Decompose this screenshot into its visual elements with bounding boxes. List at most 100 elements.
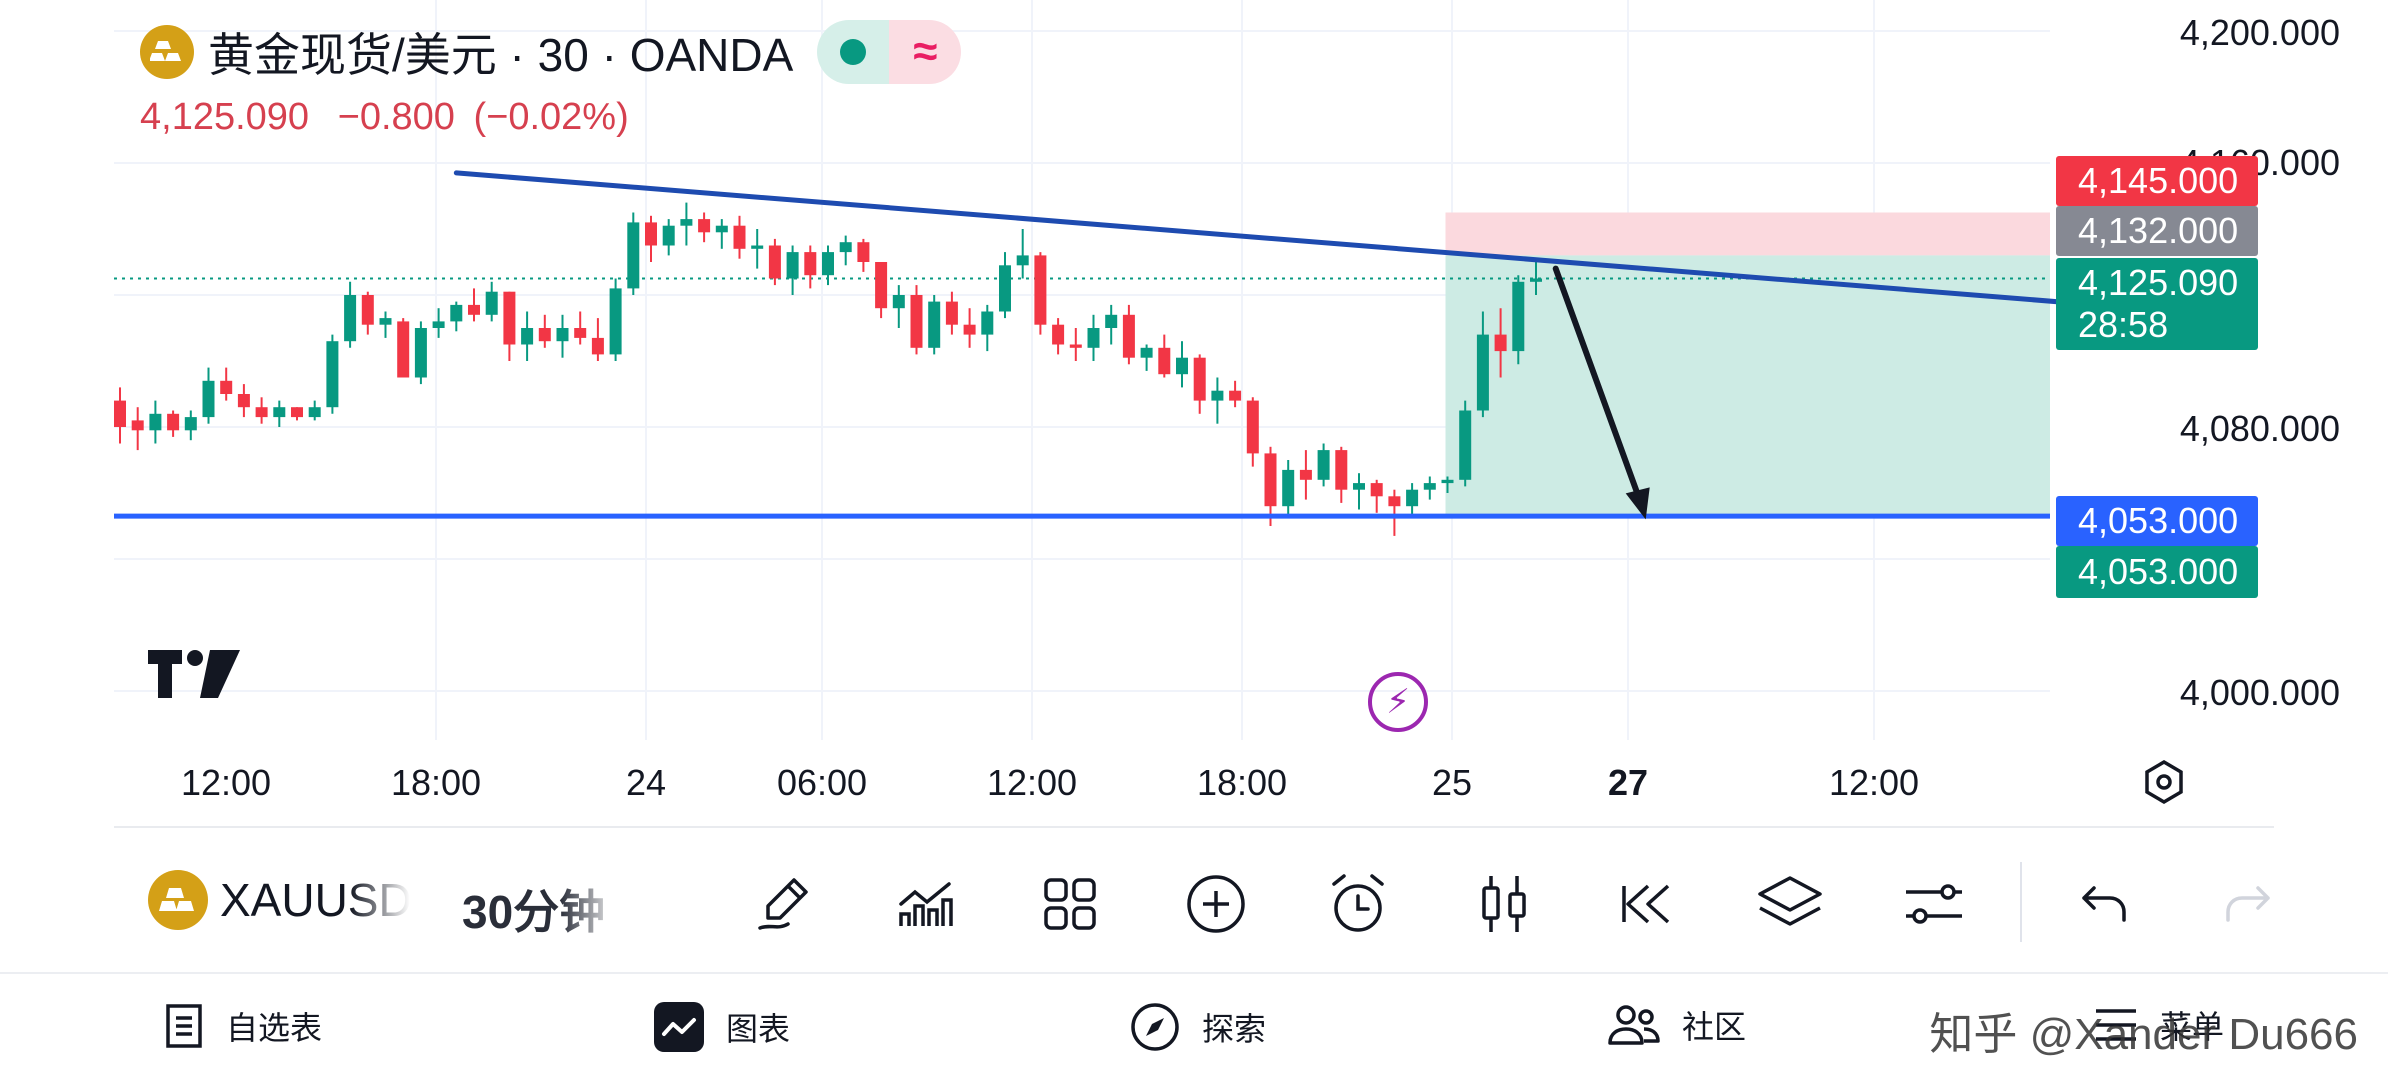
candle-body	[361, 295, 374, 325]
tradingview-logo-icon	[148, 650, 240, 703]
candle	[1512, 275, 1525, 365]
candle	[237, 384, 250, 418]
support-price-tag[interactable]: 4,053.000	[2056, 496, 2258, 546]
undo-button[interactable]	[2068, 868, 2140, 940]
candle-body	[344, 295, 357, 342]
candle	[645, 215, 657, 262]
entry-price-tag[interactable]: 4,132.000	[2056, 206, 2258, 256]
chart-settings-icon[interactable]	[2140, 758, 2188, 811]
candle	[1459, 400, 1472, 487]
time-label: 12:00	[180, 762, 272, 803]
add-button[interactable]	[1180, 868, 1252, 940]
alert-button[interactable]	[1322, 868, 1394, 940]
chart-type-button[interactable]	[1468, 868, 1540, 940]
time-label: 06:00	[776, 762, 868, 803]
draw-button[interactable]	[748, 868, 820, 940]
divider	[114, 826, 2274, 828]
pencil-icon	[758, 878, 808, 930]
candle-body	[184, 417, 197, 431]
candle-body	[768, 245, 781, 279]
candle-body	[662, 225, 675, 246]
candle	[1211, 377, 1224, 424]
candle	[273, 400, 286, 427]
market-status-pill[interactable]: ≈	[817, 20, 962, 84]
candle-body	[1229, 390, 1242, 401]
candle	[1193, 354, 1206, 414]
indicators-button[interactable]	[890, 868, 962, 940]
candle	[981, 304, 994, 352]
nav-community[interactable]: 社区	[1608, 1002, 1746, 1048]
candle	[167, 410, 180, 437]
current-price-tag[interactable]: 4,125.090 28:58	[2056, 258, 2258, 350]
candle	[1494, 308, 1507, 378]
candle	[1530, 262, 1542, 295]
candle-body	[751, 245, 764, 249]
candle	[963, 308, 976, 348]
candle-body	[945, 301, 958, 325]
candle-body	[609, 288, 622, 355]
candle	[715, 219, 728, 249]
candles	[114, 202, 1542, 536]
market-open-icon	[817, 20, 890, 84]
object-tree-button[interactable]	[1754, 868, 1826, 940]
candle	[361, 291, 374, 335]
nav-community-label: 社区	[1682, 1009, 1747, 1045]
candle-body	[485, 291, 498, 315]
replay-button[interactable]	[1610, 868, 1682, 940]
take-profit-zone[interactable]	[1445, 255, 2051, 517]
nav-watchlist[interactable]: 自选表	[164, 1002, 322, 1050]
candle-body	[627, 222, 640, 289]
stop-loss-zone[interactable]	[1445, 212, 2051, 256]
target-price-tag[interactable]: 4,053.000	[2056, 546, 2258, 598]
candle	[326, 334, 339, 414]
candle	[751, 229, 764, 269]
candle-body	[1034, 255, 1047, 325]
candle-body	[397, 321, 410, 378]
candle	[733, 215, 746, 259]
candle-body	[1176, 357, 1188, 375]
nav-menu[interactable]: 菜单	[2094, 1002, 2224, 1048]
candle	[1246, 397, 1259, 467]
layouts-button[interactable]	[1034, 868, 1106, 940]
price-label: 4,200.000	[2179, 12, 2340, 53]
candle-body	[1087, 328, 1100, 348]
nav-chart[interactable]: 图表	[654, 1002, 790, 1052]
descending-trendline[interactable]	[453, 170, 2141, 311]
candle-body	[1441, 479, 1454, 484]
candle-body	[1052, 324, 1065, 345]
time-label: 27	[1607, 762, 1649, 803]
chart-toolbar: XAUUSD 30分钟	[0, 852, 2388, 952]
candle-body	[804, 252, 817, 276]
grid-icon	[1044, 878, 1096, 930]
projection-arrow[interactable]	[1552, 265, 1650, 520]
redo-button[interactable]	[2212, 868, 2284, 940]
people-icon	[1608, 1005, 1660, 1045]
candle	[1140, 344, 1153, 371]
candle-body	[1317, 450, 1330, 480]
candle	[291, 407, 303, 421]
candle-body	[1016, 255, 1029, 266]
candle	[538, 314, 551, 348]
lightning-icon[interactable]: ⚡	[1368, 672, 1428, 732]
symbol-title[interactable]: 黄金现货/美元 · 30 · OANDA	[208, 29, 794, 81]
quote-line: 4,125.090 −0.800 (−0.02%)	[140, 96, 647, 139]
price-change-percent: (−0.02%)	[473, 96, 629, 138]
candle-body	[291, 407, 303, 418]
sliders-icon	[1906, 884, 1962, 924]
stop-price-tag[interactable]: 4,145.000	[2056, 156, 2258, 206]
chart-settings-button[interactable]	[1898, 868, 1970, 940]
nav-explore[interactable]: 探索	[1130, 1002, 1266, 1052]
candle-body	[255, 407, 268, 418]
candle-body	[1388, 496, 1401, 507]
candle	[184, 410, 197, 441]
candle	[786, 245, 799, 295]
candle	[149, 400, 162, 444]
candle	[308, 400, 321, 421]
price-chart[interactable]	[0, 0, 2388, 830]
candle	[1034, 252, 1047, 335]
candle-body	[857, 242, 870, 262]
candle-body	[1299, 469, 1312, 480]
compass-icon	[1131, 1003, 1179, 1051]
candle	[892, 285, 905, 328]
candle	[627, 212, 640, 295]
